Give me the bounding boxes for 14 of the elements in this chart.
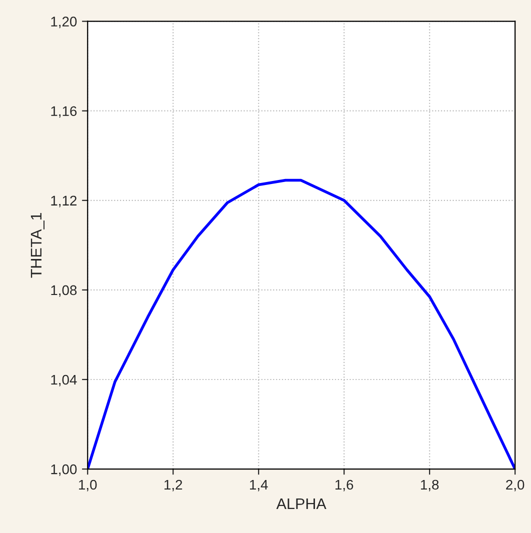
x-tick-label: 2,0 [506,480,524,492]
y-tick-label: 1,04 [51,374,77,386]
x-axis-title: ALPHA [276,498,326,510]
y-axis-title: THETA_1 [30,212,44,278]
x-tick-label: 1,4 [250,480,268,492]
x-tick-label: 1,8 [420,480,439,492]
y-tick-label: 1,00 [51,464,77,476]
y-tick-label: 1,08 [51,285,77,297]
x-tick-label: 1,2 [164,480,182,492]
y-tick-label: 1,12 [51,196,77,208]
x-tick-label: 1,6 [335,480,354,492]
y-tick-label: 1,16 [51,106,77,118]
y-tick-label: 1,20 [51,16,77,28]
x-tick-label: 1,0 [79,480,97,492]
